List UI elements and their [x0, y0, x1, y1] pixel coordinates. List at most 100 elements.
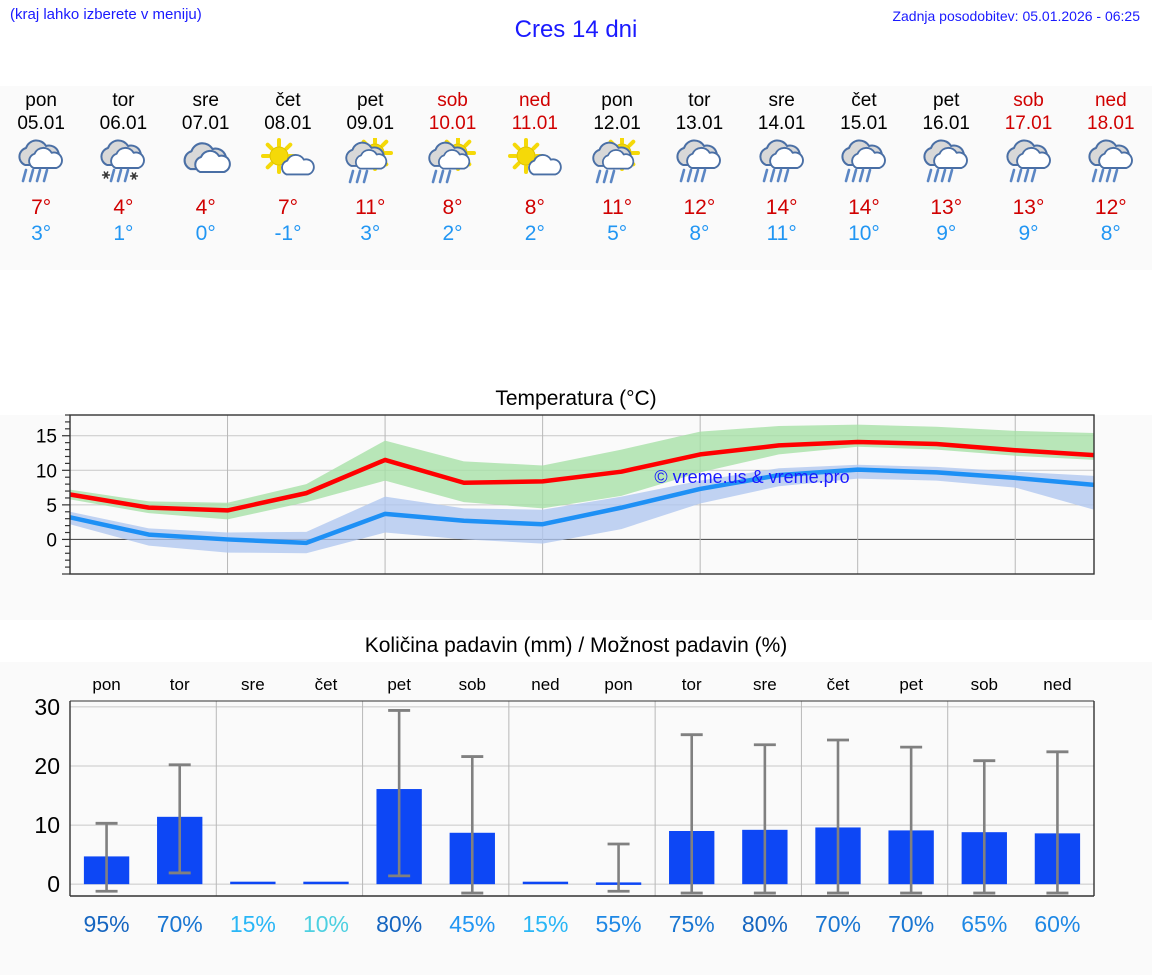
day-column[interactable]: sob 17.01 13° 9° [987, 86, 1069, 270]
weather-icon-wrapper [504, 137, 566, 195]
day-column[interactable]: sre 14.01 14° 11° [741, 86, 823, 270]
min-temperature: 8° [689, 222, 710, 245]
max-temperature: 8° [524, 196, 545, 219]
prec-day-label: sre [753, 675, 777, 694]
weather-icon-wrapper [833, 137, 895, 195]
day-column[interactable]: ned 11.01 8° 2° [494, 86, 576, 270]
precipitation-error-bar [168, 763, 191, 875]
day-date: 15.01 [840, 113, 888, 134]
precipitation-probability-label: 80% [742, 911, 788, 937]
rain-cloud-icon [841, 139, 886, 183]
day-date: 11.01 [511, 113, 558, 134]
temperature-chart-svg: 0 5 10 15 © vreme.us & vreme.pro [36, 414, 1095, 575]
max-temperature: 13° [1012, 196, 1045, 219]
day-column[interactable]: čet 15.01 14° 10° [823, 86, 905, 270]
day-column[interactable]: sre 07.01 4° 0° [165, 86, 247, 270]
temp-ytick-label: 5 [46, 496, 57, 517]
rain-cloud-icon [923, 139, 969, 183]
prec-day-label: čet [315, 675, 338, 694]
precipitation-probability-label: 65% [961, 911, 1007, 937]
temp-title-band [0, 380, 1152, 415]
day-date: 07.01 [181, 113, 230, 134]
max-temperature: 4° [195, 196, 216, 219]
prec-day-label: pet [899, 675, 923, 694]
min-temperature: 3° [360, 222, 381, 245]
sun-cloud-icon [260, 138, 315, 176]
prec-day-label: pon [604, 675, 632, 694]
max-temperature: 14° [848, 196, 880, 219]
min-temperature: -1° [274, 222, 302, 245]
prec-day-label: sob [971, 675, 998, 694]
min-temperature: 11° [766, 222, 797, 245]
prec-day-label: ned [1043, 675, 1071, 694]
prec-day-label: tor [682, 675, 702, 694]
day-date: 09.01 [346, 113, 395, 134]
page-header: (kraj lahko izberete v meniju) Cres 14 d… [0, 0, 1152, 58]
precipitation-probability-label: 75% [669, 911, 715, 937]
weather-icon-wrapper [586, 137, 648, 195]
prec-ytick-label: 20 [34, 753, 60, 779]
day-date: 08.01 [264, 113, 312, 134]
day-date: 16.01 [922, 113, 970, 134]
rain-cloud-icon [1005, 139, 1051, 183]
temp-min-line [69, 467, 1095, 546]
day-column[interactable]: pon 12.01 11° 5° [576, 86, 658, 270]
temp-max-line [69, 439, 1095, 513]
rain-cloud-icon [18, 139, 64, 183]
precipitation-probability-label: 10% [303, 911, 349, 937]
rain-cloud-icon [676, 139, 722, 183]
menu-hint: (kraj lahko izberete v meniju) [10, 6, 202, 23]
precipitation-probability-label: 95% [84, 911, 130, 937]
prec-title-band [0, 628, 1152, 662]
precipitation-probability-label: 80% [376, 911, 422, 937]
precipitation-probability-label: 70% [157, 911, 203, 937]
max-temperature: 4° [113, 196, 134, 219]
precipitation-error-bar [973, 759, 996, 895]
precipitation-error-bar [827, 738, 849, 895]
watermark: © vreme.us & vreme.pro [654, 467, 849, 487]
rain-cloud-icon [1088, 139, 1133, 183]
day-column[interactable]: pon 05.01 7° 3° [0, 86, 82, 270]
precipitation-probability-label: 70% [888, 911, 934, 937]
prec-day-label: ned [531, 675, 559, 694]
day-column[interactable]: čet 08.01 7° -1° [247, 86, 329, 270]
precipitation-bar [303, 881, 349, 885]
precipitation-bar [522, 881, 569, 885]
max-temperature: 12° [683, 196, 716, 219]
max-temperature: 8° [442, 196, 463, 219]
min-temperature: 9° [936, 222, 957, 245]
prec-ytick-label: 10 [34, 812, 60, 838]
day-date: 10.01 [428, 113, 477, 134]
day-of-week: sre [192, 90, 219, 111]
rain-cloud-icon [759, 139, 804, 183]
day-column[interactable]: sob 10.01 8° 2° [411, 86, 493, 270]
day-column[interactable]: tor 06.01 4° 1° [82, 86, 164, 270]
weather-icon-wrapper [175, 137, 237, 195]
precipitation-chart-svg: pon tor sre čet pet sob ned pon tor sre čet pet sob n… [34, 675, 1095, 937]
day-of-week: ned [518, 90, 551, 111]
day-column[interactable]: pet 09.01 11° 3° [329, 86, 411, 270]
day-column[interactable]: pet 16.01 13° 9° [905, 86, 987, 270]
weather-icon-wrapper [422, 137, 484, 195]
cloud-icon [183, 142, 231, 173]
precipitation-probability-label: 15% [230, 911, 276, 937]
day-of-week: pet [357, 90, 384, 111]
day-of-week: ned [1094, 90, 1127, 111]
precipitation-error-bar [680, 733, 703, 895]
day-column[interactable]: ned 18.01 12° 8° [1070, 86, 1152, 270]
precipitation-error-bar [753, 743, 776, 895]
day-column[interactable]: tor 13.01 12° 8° [658, 86, 740, 270]
min-temperature: 0° [195, 222, 216, 245]
min-temperature: 8° [1100, 222, 1121, 245]
precipitation-chart-title: Količina padavin (mm) / Možnost padavin … [364, 634, 788, 657]
sun-cloud-icon [507, 138, 562, 176]
sun-rain-cloud-icon [427, 138, 476, 184]
precipitation-probability-label: 45% [449, 911, 495, 937]
prec-day-label: tor [170, 675, 190, 694]
weather-icon-wrapper [998, 137, 1060, 195]
precipitation-probability-label: 55% [596, 911, 642, 937]
day-date: 05.01 [17, 113, 65, 134]
precipitation-error-bar [900, 745, 923, 895]
sleet-cloud-icon [100, 139, 146, 183]
day-of-week: pon [25, 90, 57, 111]
